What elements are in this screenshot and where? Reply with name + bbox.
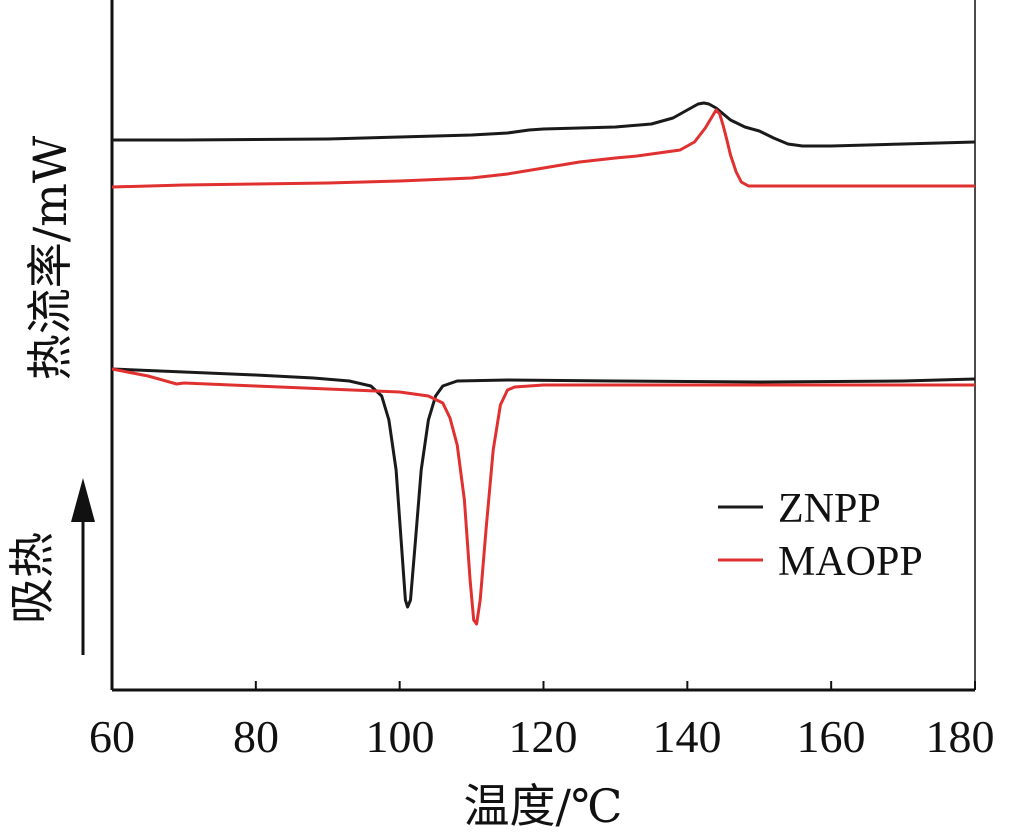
endotherm-arrow-head	[71, 478, 95, 522]
legend: ZNPP MAOPP	[718, 486, 923, 585]
series-line-znpp-cooling	[111, 367, 976, 609]
x-tick-label-60: 60	[89, 711, 135, 762]
series-line-maopp-heating	[111, 108, 975, 189]
endotherm-label: 吸热	[5, 532, 59, 624]
series-line-maopp-cooling	[111, 367, 975, 626]
legend-label-maopp: MAOPP	[778, 539, 923, 585]
y-axis-title: 热流率/mW	[23, 135, 77, 380]
x-tick-label-180: 180	[926, 711, 995, 762]
series-group	[111, 101, 976, 626]
x-tick-label-140: 140	[653, 711, 722, 762]
series-line-znpp-heating	[112, 101, 976, 148]
legend-label-znpp: ZNPP	[778, 486, 881, 532]
x-tick-label-160: 160	[797, 711, 866, 762]
x-tick-label-120: 120	[509, 711, 578, 762]
x-ticks	[111, 681, 976, 690]
x-axis-title: 温度/℃	[464, 779, 623, 833]
x-tick-label-80: 80	[233, 711, 279, 762]
x-tick-label-100: 100	[366, 711, 435, 762]
x-tick-labels: 60 80 100 120 140 160 180	[89, 711, 995, 762]
